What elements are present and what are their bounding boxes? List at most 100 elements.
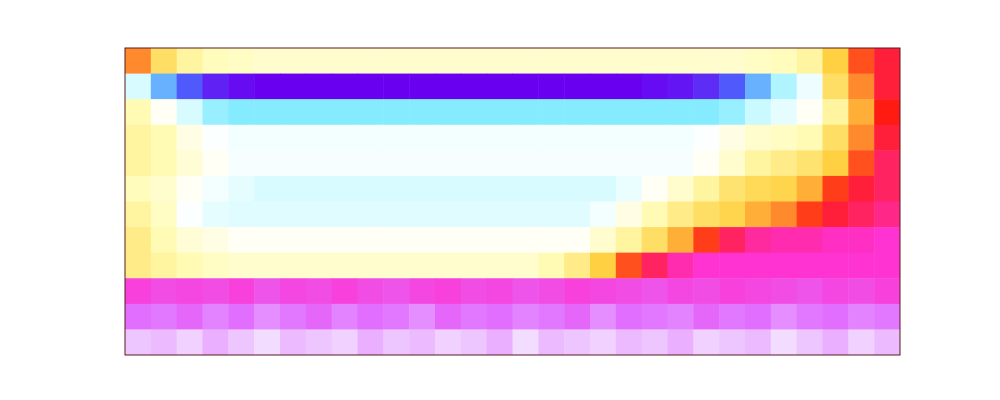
heatmap-cell (719, 74, 745, 100)
heatmap-cell (719, 125, 745, 151)
heatmap-cell (668, 176, 694, 202)
heatmap-cell (358, 99, 384, 125)
heatmap-cell (280, 227, 306, 253)
heatmap-cell (823, 278, 849, 304)
heatmap-cell (254, 329, 280, 355)
heatmap-cell (203, 150, 229, 176)
heatmap-cell (874, 150, 900, 176)
heatmap-cell (668, 125, 694, 151)
heatmap-cell (332, 125, 358, 151)
heatmap-cell (487, 48, 513, 74)
heatmap-cell (332, 304, 358, 330)
heatmap-cell (823, 202, 849, 228)
heatmap-cell (693, 304, 719, 330)
chart (0, 0, 1000, 400)
heatmap-cell (487, 227, 513, 253)
heatmap-cell (771, 253, 797, 279)
heatmap-cell (874, 202, 900, 228)
heatmap-cell (151, 253, 177, 279)
heatmap-cell (435, 150, 461, 176)
heatmap-cell (435, 329, 461, 355)
heatmap-cell (203, 202, 229, 228)
heatmap-cell (616, 304, 642, 330)
heatmap-cell (125, 278, 151, 304)
heatmap-cell (771, 74, 797, 100)
heatmap-cell (435, 125, 461, 151)
heatmap-cell (228, 202, 254, 228)
heatmap-cell (616, 227, 642, 253)
heatmap-cell (616, 150, 642, 176)
heatmap-cell (409, 253, 435, 279)
heatmap-cell (745, 278, 771, 304)
heatmap-cell (668, 74, 694, 100)
heatmap-cell (151, 227, 177, 253)
heatmap-cell (771, 278, 797, 304)
heatmap-cell (177, 176, 203, 202)
heatmap-cell (228, 278, 254, 304)
heatmap-cell (823, 176, 849, 202)
heatmap-cell (745, 150, 771, 176)
heatmap-cell (848, 176, 874, 202)
heatmap-cell (254, 253, 280, 279)
heatmap-cell (668, 99, 694, 125)
heatmap-cell (228, 304, 254, 330)
heatmap-cell (306, 74, 332, 100)
heatmap-cell (461, 150, 487, 176)
heatmap-cell (797, 329, 823, 355)
heatmap-cell (874, 176, 900, 202)
heatmap-cell (771, 48, 797, 74)
heatmap-cell (280, 202, 306, 228)
heatmap-cell (848, 48, 874, 74)
heatmap-cell (616, 74, 642, 100)
heatmap-cell (513, 202, 539, 228)
heatmap-cell (823, 99, 849, 125)
heatmap-cell (616, 125, 642, 151)
heatmap-cell (125, 48, 151, 74)
heatmap-cell (254, 48, 280, 74)
heatmap-cell (513, 99, 539, 125)
heatmap-cell (616, 48, 642, 74)
heatmap-cell (823, 150, 849, 176)
heatmap-cell (719, 48, 745, 74)
heatmap-cell (564, 150, 590, 176)
heatmap-cell (642, 304, 668, 330)
heatmap-cell (797, 253, 823, 279)
heatmap-cell (745, 74, 771, 100)
heatmap-cell (719, 99, 745, 125)
heatmap-cell (358, 202, 384, 228)
heatmap-cell (745, 125, 771, 151)
heatmap-cell (564, 202, 590, 228)
heatmap-cell (848, 125, 874, 151)
heatmap-cell (280, 99, 306, 125)
heatmap-cell (745, 329, 771, 355)
heatmap-cell (125, 253, 151, 279)
heatmap-cell (538, 48, 564, 74)
heatmap-cell (538, 202, 564, 228)
heatmap-cell (228, 74, 254, 100)
heatmap-cell (848, 329, 874, 355)
heatmap-cell (487, 202, 513, 228)
heatmap-cell (280, 125, 306, 151)
heatmap-cell (280, 253, 306, 279)
heatmap-cell (461, 304, 487, 330)
heatmap-cell (668, 150, 694, 176)
heatmap-cell (203, 125, 229, 151)
heatmap-cell (306, 329, 332, 355)
heatmap-cell (848, 278, 874, 304)
heatmap-cell (823, 48, 849, 74)
heatmap-cell (564, 278, 590, 304)
heatmap-cell (332, 253, 358, 279)
heatmap-cell (228, 329, 254, 355)
heatmap-cell (383, 253, 409, 279)
heatmap-cell (745, 202, 771, 228)
heatmap-cell (797, 227, 823, 253)
heatmap-cell (358, 227, 384, 253)
heatmap-cell (642, 329, 668, 355)
heatmap-cell (203, 176, 229, 202)
heatmap-cell (771, 227, 797, 253)
heatmap-cell (564, 227, 590, 253)
heatmap-cell (487, 74, 513, 100)
heatmap-cell (487, 125, 513, 151)
heatmap-cell (642, 278, 668, 304)
heatmap-cell (306, 99, 332, 125)
